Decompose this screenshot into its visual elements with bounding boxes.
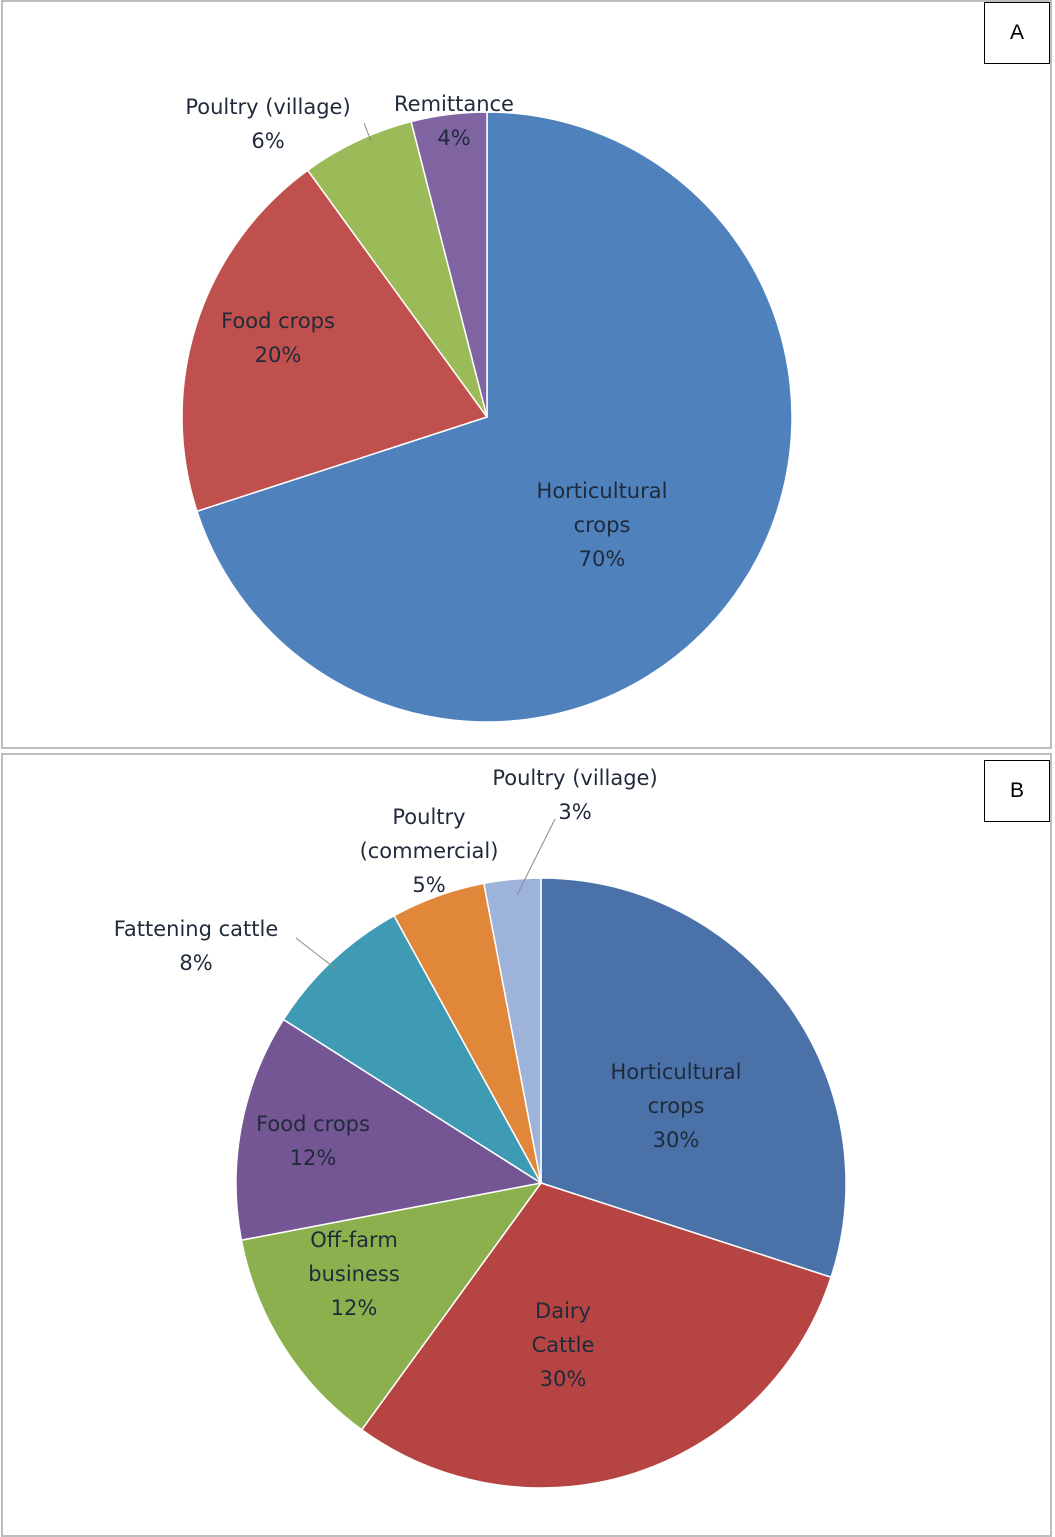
slice-label-poultry-commercial: Poultry (commercial) 5% (360, 805, 499, 897)
leader-line-fattening-cattle (295, 937, 337, 970)
slice-label-food-crops: Food crops 12% (256, 1112, 370, 1170)
slice-label-fattening-cattle: Fattening cattle 8% (114, 917, 279, 975)
slice-label-horticultural-crops: Horticultural crops 30% (611, 1060, 742, 1152)
panel-label-b: B (984, 760, 1050, 822)
pie-slice-food-crops (235, 1018, 544, 1242)
slice-label-poultry-village: Poultry (village) 6% (185, 95, 350, 153)
slice-label-off-farm-business: Off-farm business 12% (308, 1228, 400, 1320)
pie-chart-a: Horticultural crops 70% Food crops 20% Poultr… (181, 92, 793, 723)
chart-panel-b: B Horticultural crops 30% Dairy Cattle 30% Off… (1, 753, 1052, 1537)
leader-line-poultry-village (516, 818, 556, 896)
pie-slice-off-farm-business (240, 1181, 543, 1431)
slice-label-poultry-village: Poultry (village) 3% (492, 766, 657, 824)
pie-slice-fattening-cattle (282, 914, 542, 1184)
pie-slice-food-crops (181, 169, 489, 513)
leader-line-poultry-village (363, 122, 372, 142)
pie-slice-remittance (410, 111, 488, 418)
pie-slice-dairy-cattle (360, 1182, 833, 1489)
pie-slice-horticultural-crops (195, 111, 793, 723)
pie-slice-horticultural-crops (540, 877, 847, 1279)
slice-label-horticultural-crops: Horticultural crops 70% (537, 479, 668, 571)
pie-chart-b: Horticultural crops 30% Dairy Cattle 30% Off-f… (114, 766, 847, 1489)
slice-label-food-crops: Food crops 20% (221, 309, 335, 367)
chart-panel-a: A Horticultural crops 70% Food crops 20% Poul… (1, 0, 1052, 749)
pie-slice-poultry-village (482, 877, 542, 1184)
slice-label-dairy-cattle: Dairy Cattle 30% (532, 1299, 595, 1391)
slice-label-remittance: Remittance 4% (394, 92, 514, 150)
panel-label-a: A (984, 2, 1050, 64)
